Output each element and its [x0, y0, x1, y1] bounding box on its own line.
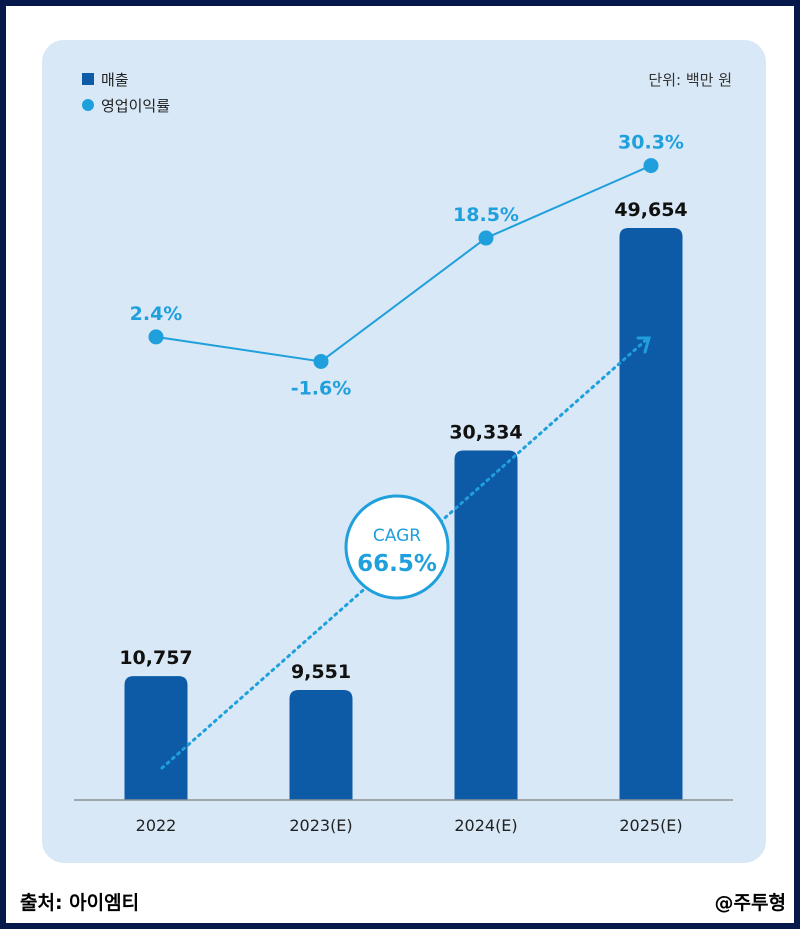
source-note: 출처: 아이엠티 — [20, 892, 140, 914]
margin-value-label: 30.3% — [618, 132, 684, 154]
x-tick-label: 2024(E) — [454, 816, 517, 835]
legend-bar-label: 매출 — [101, 71, 129, 89]
legend-line-swatch — [82, 99, 94, 111]
legend-bar-swatch — [82, 73, 94, 85]
margin-value-label: -1.6% — [291, 377, 352, 399]
bar-2023(E) — [289, 689, 353, 800]
x-tick-label: 2025(E) — [619, 816, 682, 835]
margin-point — [643, 158, 659, 174]
credit-note: @주투형 — [714, 892, 786, 914]
margin-line — [155, 164, 652, 363]
cagr-badge — [344, 494, 450, 600]
bar-2024(E) — [454, 450, 518, 800]
unit-note: 단위: 백만 원 — [648, 71, 732, 89]
bar-value-label: 30,334 — [449, 422, 522, 444]
legend-line-label: 영업이익률 — [101, 97, 170, 115]
bar-value-label: 9,551 — [291, 661, 351, 683]
cagr-label: CAGR — [373, 526, 421, 546]
bar-value-label: 49,654 — [614, 199, 687, 221]
plot-area: 10,757 9,551 30,334 49,654 2022 2023(E) 2024(E… — [119, 132, 687, 835]
margin-point — [478, 230, 494, 246]
x-tick-label: 2022 — [136, 816, 177, 835]
cagr-value: 66.5% — [357, 551, 437, 577]
margin-point — [148, 329, 164, 345]
margin-value-label: 2.4% — [130, 303, 183, 325]
x-tick-label: 2023(E) — [289, 816, 352, 835]
margin-value-label: 18.5% — [453, 204, 519, 226]
bar-2025(E) — [619, 228, 683, 800]
cagr-arrow-icon — [636, 336, 651, 354]
bar-value-label: 10,757 — [119, 647, 192, 669]
bar-2022 — [124, 676, 188, 800]
margin-point — [313, 353, 329, 369]
